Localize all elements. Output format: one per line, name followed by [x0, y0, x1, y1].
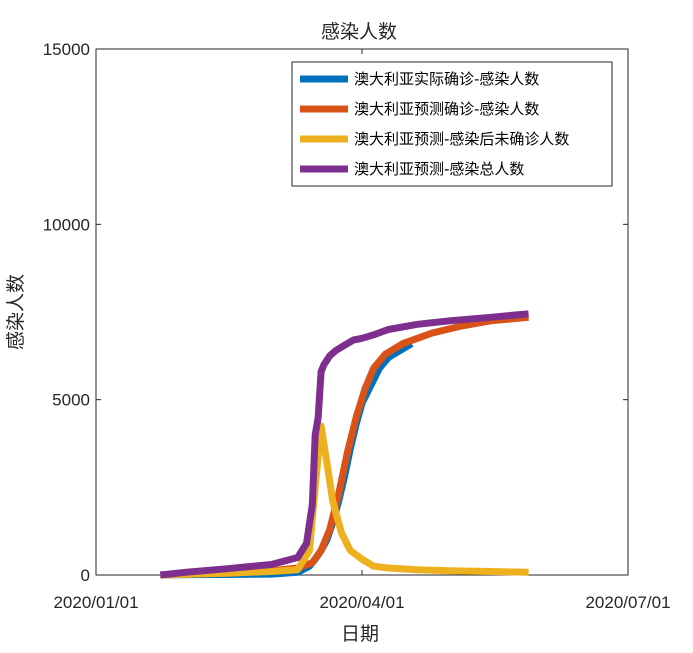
legend-label-2: 澳大利亚预测确诊-感染人数: [354, 100, 539, 118]
x-axis: 2020/01/01 2020/04/01 2020/07/01: [53, 49, 671, 612]
series-line-4: [159, 310, 529, 579]
x-axis-label: 日期: [341, 623, 379, 645]
y-axis: 0 5000 10000 15000: [43, 40, 628, 585]
legend-label-1: 澳大利亚实际确诊-感染人数: [354, 70, 539, 88]
legend-label-4: 澳大利亚预测-感染总人数: [354, 160, 524, 178]
legend-label-3: 澳大利亚预测-感染后未确诊人数: [354, 130, 569, 148]
y-axis-label: 感染人数: [5, 274, 27, 350]
x-tick-label: 2020/07/01: [585, 593, 670, 612]
y-tick-label: 5000: [52, 391, 90, 410]
x-tick-label: 2020/04/01: [319, 593, 404, 612]
y-tick-label: 0: [81, 566, 90, 585]
legend-box: [291, 61, 613, 187]
legend: 澳大利亚实际确诊-感染人数澳大利亚预测确诊-感染人数澳大利亚预测-感染后未确诊人…: [291, 61, 613, 187]
y-tick-label: 10000: [43, 215, 90, 234]
series-layer: [159, 310, 529, 579]
series-line-3: [160, 422, 529, 579]
y-tick-label: 15000: [43, 40, 90, 59]
chart-title: 感染人数: [321, 21, 397, 43]
x-tick-label: 2020/01/01: [53, 593, 138, 612]
